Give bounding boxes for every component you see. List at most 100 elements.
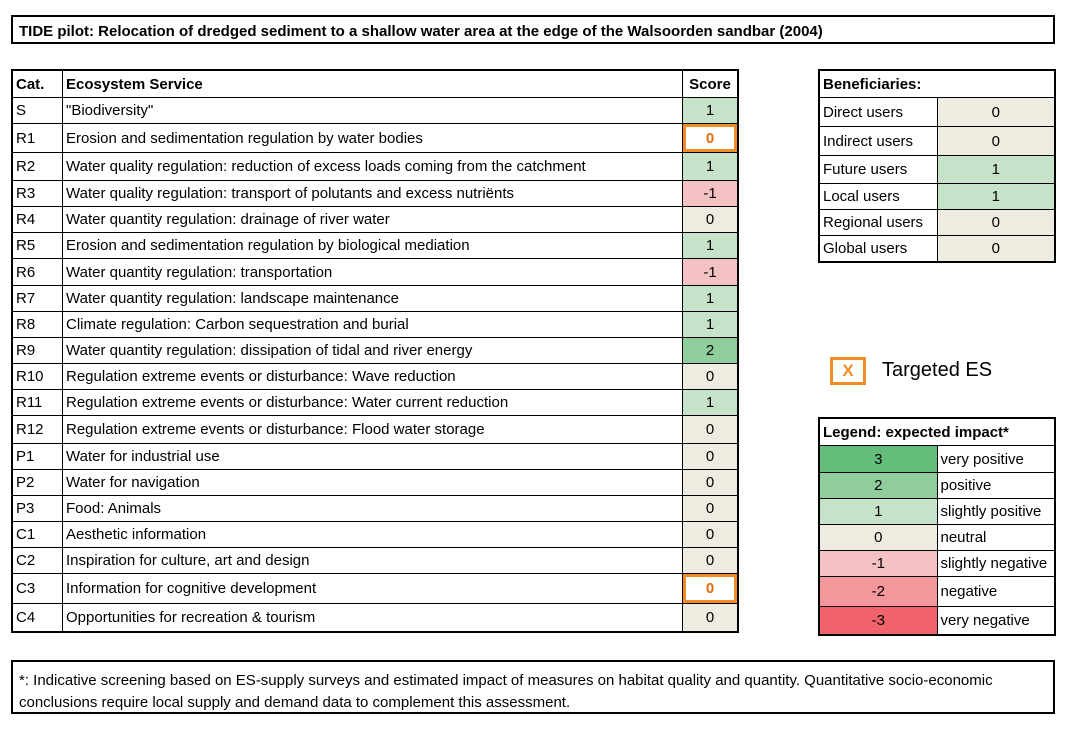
beneficiary-name: Indirect users	[819, 126, 938, 156]
category-cell: R5	[12, 232, 63, 259]
service-cell: Water for industrial use	[62, 443, 683, 470]
list-item: Future users 1	[819, 155, 1055, 184]
beneficiary-name: Future users	[819, 155, 938, 184]
category-cell: R12	[12, 415, 63, 444]
legend-item: -1 slightly negative	[819, 550, 1055, 577]
table-row: P3 Food: Animals 0	[12, 495, 738, 522]
table-row: R7 Water quantity regulation: landscape m…	[12, 285, 738, 312]
column-header-service: Ecosystem Service	[62, 70, 683, 98]
score-cell: 0	[682, 443, 738, 470]
category-cell: C3	[12, 573, 63, 604]
table-row: R12 Regulation extreme events or disturba…	[12, 415, 738, 444]
table-row: R9 Water quantity regulation: dissipation…	[12, 337, 738, 364]
category-cell: R1	[12, 123, 63, 153]
category-cell: C1	[12, 521, 63, 548]
table-row: C4 Opportunities for recreation & tourism…	[12, 603, 738, 632]
category-cell: C4	[12, 603, 63, 632]
legend-item: 2 positive	[819, 472, 1055, 499]
category-cell: R3	[12, 180, 63, 207]
category-cell: R6	[12, 258, 63, 286]
beneficiary-score: 0	[936, 126, 1055, 156]
legend-item: -3 very negative	[819, 606, 1055, 635]
score-cell: 0	[682, 603, 738, 632]
score-cell: -1	[682, 258, 738, 286]
score-cell: 0	[682, 521, 738, 548]
beneficiaries-header: Beneficiaries:	[819, 70, 1055, 98]
service-cell: Water quantity regulation: landscape mai…	[62, 285, 683, 312]
legend-swatch: 1	[819, 498, 938, 525]
list-item: Regional users 0	[819, 209, 1055, 236]
legend-swatch: 0	[819, 524, 938, 551]
beneficiary-name: Direct users	[819, 97, 938, 127]
targeted-symbol: X	[830, 357, 866, 385]
service-cell: Water quantity regulation: transportatio…	[62, 258, 683, 286]
score-cell: 0	[682, 469, 738, 496]
table-row: R10 Regulation extreme events or disturba…	[12, 363, 738, 390]
beneficiary-name: Local users	[819, 183, 938, 210]
targeted-score-cell: 0	[682, 123, 738, 153]
title-box: TIDE pilot: Relocation of dredged sedime…	[11, 15, 1055, 44]
category-cell: P3	[12, 495, 63, 522]
table-row: R6 Water quantity regulation: transportat…	[12, 258, 738, 286]
legend-label: slightly positive	[936, 498, 1055, 525]
es-table-body: S "Biodiversity" 1 R1 Erosion and sedimentat…	[12, 97, 738, 632]
targeted-score-cell: 0	[682, 573, 738, 604]
category-cell: P2	[12, 469, 63, 496]
beneficiaries-header-row: Beneficiaries:	[819, 70, 1055, 98]
service-cell: Regulation extreme events or disturbance…	[62, 415, 683, 444]
beneficiaries-body: Direct users 0 Indirect users 0 Future users…	[819, 97, 1055, 262]
table-row: C3 Information for cognitive development 0	[12, 573, 738, 604]
legend-item: -2 negative	[819, 576, 1055, 607]
category-cell: R11	[12, 389, 63, 416]
service-cell: Erosion and sedimentation regulation by …	[62, 232, 683, 259]
legend-label: very positive	[936, 445, 1055, 473]
page-title: TIDE pilot: Relocation of dredged sedime…	[19, 23, 823, 40]
service-cell: Climate regulation: Carbon sequestration…	[62, 311, 683, 338]
beneficiary-score: 1	[936, 155, 1055, 184]
category-cell: R7	[12, 285, 63, 312]
service-cell: "Biodiversity"	[62, 97, 683, 124]
beneficiary-score: 0	[936, 209, 1055, 236]
service-cell: Water quantity regulation: dissipation o…	[62, 337, 683, 364]
service-cell: Opportunities for recreation & tourism	[62, 603, 683, 632]
service-cell: Food: Animals	[62, 495, 683, 522]
score-cell: 1	[682, 152, 738, 181]
table-row: R4 Water quantity regulation: drainage of…	[12, 206, 738, 233]
list-item: Indirect users 0	[819, 126, 1055, 156]
category-cell: R10	[12, 363, 63, 390]
beneficiaries-table: Beneficiaries: Direct users 0 Indirect use…	[818, 69, 1056, 263]
service-cell: Regulation extreme events or disturbance…	[62, 389, 683, 416]
service-cell: Information for cognitive development	[62, 573, 683, 604]
legend-swatch: 2	[819, 472, 938, 499]
es-table-header-row: Cat. Ecosystem Service Score	[12, 70, 738, 98]
score-cell: 1	[682, 232, 738, 259]
score-cell: 0	[682, 206, 738, 233]
list-item: Local users 1	[819, 183, 1055, 210]
category-cell: P1	[12, 443, 63, 470]
category-cell: R2	[12, 152, 63, 181]
score-cell: 1	[682, 389, 738, 416]
score-cell: 1	[682, 311, 738, 338]
table-row: R8 Climate regulation: Carbon sequestrati…	[12, 311, 738, 338]
legend-item: 0 neutral	[819, 524, 1055, 551]
service-cell: Water quality regulation: reduction of e…	[62, 152, 683, 181]
service-cell: Aesthetic information	[62, 521, 683, 548]
legend-swatch: -3	[819, 606, 938, 635]
table-row: P2 Water for navigation 0	[12, 469, 738, 496]
legend-label: neutral	[936, 524, 1055, 551]
legend-header-row: Legend: expected impact*	[819, 418, 1055, 446]
beneficiary-score: 1	[936, 183, 1055, 210]
legend-item: 1 slightly positive	[819, 498, 1055, 525]
category-cell: C2	[12, 547, 63, 574]
category-cell: R9	[12, 337, 63, 364]
score-cell: 2	[682, 337, 738, 364]
legend-header: Legend: expected impact*	[819, 418, 1055, 446]
legend-swatch: -2	[819, 576, 938, 607]
table-row: R3 Water quality regulation: transport of…	[12, 180, 738, 207]
service-cell: Inspiration for culture, art and design	[62, 547, 683, 574]
category-cell: R4	[12, 206, 63, 233]
table-row: S "Biodiversity" 1	[12, 97, 738, 124]
targeted-label: Targeted ES	[882, 359, 993, 381]
table-row: R1 Erosion and sedimentation regulation b…	[12, 123, 738, 153]
beneficiary-score: 0	[936, 235, 1055, 262]
